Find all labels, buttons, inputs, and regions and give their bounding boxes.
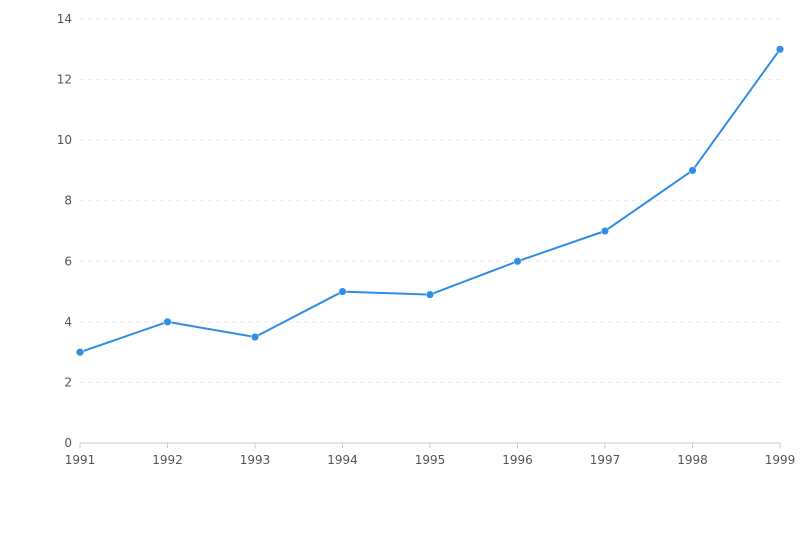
x-tick-label: 1996 [502, 453, 533, 467]
y-tick-label: 6 [64, 254, 72, 268]
y-tick-label: 14 [57, 12, 72, 26]
y-tick-label: 10 [57, 133, 72, 147]
data-point[interactable] [600, 226, 610, 236]
data-point[interactable] [425, 290, 435, 299]
data-point[interactable] [250, 332, 260, 342]
x-tick-label: 1993 [240, 453, 271, 467]
x-tick-label: 1997 [590, 453, 621, 467]
y-axis-tick-labels: 0 2 4 6 8 10 12 14 [57, 12, 72, 450]
x-tick-label: 1999 [765, 453, 796, 467]
x-tick-label: 1994 [327, 453, 358, 467]
x-axis [79, 442, 781, 448]
x-tick-label: 1992 [152, 453, 183, 467]
data-point[interactable] [775, 45, 785, 54]
series-layer [75, 45, 785, 357]
y-tick-label: 8 [64, 194, 72, 208]
data-point[interactable] [163, 317, 172, 326]
data-point[interactable] [513, 257, 522, 266]
grid-lines [80, 18, 780, 383]
y-tick-label: 12 [57, 73, 72, 87]
x-tick-label: 1998 [677, 453, 708, 467]
x-tick-label: 1995 [415, 453, 446, 467]
x-axis-tick-labels: 1991 1992 1993 1994 1995 1996 1997 1998 1999 [65, 453, 796, 467]
data-point[interactable] [688, 166, 697, 175]
x-tick-label: 1991 [65, 453, 96, 467]
data-point[interactable] [75, 348, 85, 357]
y-tick-label: 4 [64, 315, 72, 329]
y-tick-label: 2 [64, 375, 72, 389]
y-tick-label: 0 [64, 436, 72, 450]
data-point[interactable] [338, 287, 347, 296]
